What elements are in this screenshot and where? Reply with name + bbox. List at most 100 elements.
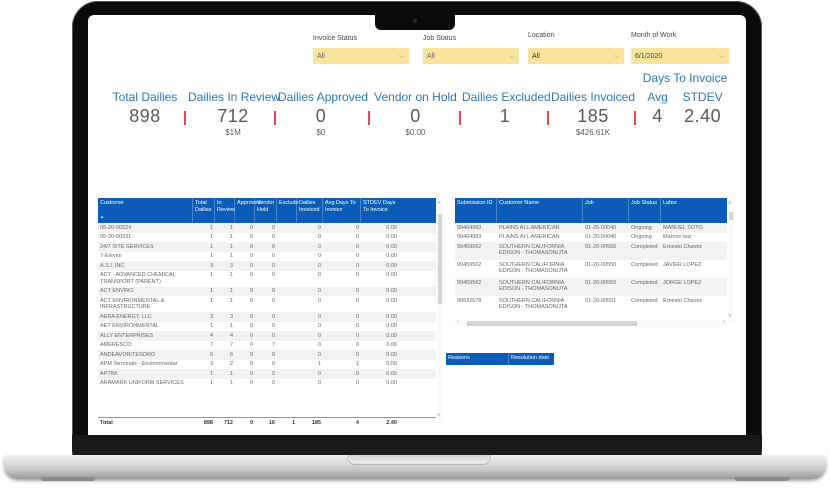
column-header[interactable]: Exclude xyxy=(277,198,299,223)
table-cell: 0.00 xyxy=(386,361,397,367)
table-cell: 0 xyxy=(271,288,275,294)
table-row[interactable]: AERA ENERGY, LLC 3 3 0 0 0 0 0.00 xyxy=(98,312,436,322)
table-cell: 0 xyxy=(249,380,253,386)
invoice-status-dropdown[interactable]: All ⌵ xyxy=(313,48,409,64)
kpi-title: Total Dailies xyxy=(112,90,178,104)
table-row[interactable]: 99459562 SOUTHERN CALIFORNIA EDISON - THO… xyxy=(455,260,727,278)
column-header[interactable]: Customer Name xyxy=(497,198,583,223)
table-row[interactable]: ACT - ADVANCED CHEMICAL TRANSPORT (PAREN… xyxy=(98,271,436,287)
table-cell: 99464983 xyxy=(457,224,482,231)
column-header[interactable]: Job Status xyxy=(629,198,661,223)
table-cell: 0 xyxy=(355,234,359,240)
table-cell: 0 xyxy=(249,253,253,259)
table-row[interactable]: 99459562 SOUTHERN CALIFORNIA EDISON - THO… xyxy=(455,242,727,260)
table-cell: 0.00 xyxy=(386,297,397,304)
column-header[interactable]: Submission ID xyxy=(455,198,497,223)
table-row[interactable]: ACT ENVIRO 1 1 0 0 0 0 0.00 xyxy=(98,286,436,297)
table-cell: 0 xyxy=(355,342,359,348)
table-cell: 0 xyxy=(249,243,253,250)
stdev-label: STDEV xyxy=(682,90,723,104)
column-header[interactable]: Job xyxy=(583,198,629,223)
table-cell: 0 xyxy=(355,262,359,269)
table-row[interactable]: 05-20-00324 1 1 0 0 0 0 0.00 xyxy=(98,223,436,233)
column-header[interactable]: STDEV Days To Invoice xyxy=(363,200,396,213)
table-row[interactable]: 05-20-00331 1 1 0 0 0 0 0.00 xyxy=(98,233,436,243)
submission-table-hscrollbar[interactable]: ‹ › xyxy=(455,319,727,327)
avg-label: Avg xyxy=(647,90,668,104)
month-of-work-dropdown[interactable]: 6/1/2020 ⌵ xyxy=(631,48,729,64)
column-header[interactable]: Vendor Hold xyxy=(255,198,277,223)
table-row[interactable]: APM Terminals - Environmental 3 2 0 0 1 1 0.00 xyxy=(98,360,436,370)
scroll-up-icon[interactable]: ˄ xyxy=(437,201,441,207)
table-row[interactable]: 24/7 SITE SERVICES 1 1 0 0 0 0 0.00 xyxy=(98,242,436,252)
submission-table-scrollbar[interactable]: ˄ ˅ xyxy=(728,198,734,323)
table-cell: AMERESCO xyxy=(100,342,132,348)
scroll-down-icon[interactable]: ˅ xyxy=(728,314,732,320)
table-cell xyxy=(277,287,297,297)
table-row[interactable]: ARAMARK UNIFORM SERVICES 1 1 0 0 0 0 0.00 xyxy=(98,379,436,389)
table-cell: 0 xyxy=(317,342,321,348)
table-cell: 1 xyxy=(229,297,233,304)
table-row[interactable]: APTIM 1 1 0 0 0 0 0.00 xyxy=(98,369,436,379)
table-cell: 0 xyxy=(271,224,275,231)
scroll-up-icon[interactable]: ˄ xyxy=(728,201,732,207)
table-cell: APTIM xyxy=(100,370,117,377)
scroll-left-icon[interactable]: ‹ xyxy=(457,319,459,325)
table-body: 05-20-00324 1 1 0 0 0 0 0.00 05-20-00331 1 1 0 0 0 0 0.… xyxy=(98,223,436,388)
table-cell: 0.00 xyxy=(386,288,397,294)
table-row[interactable]: A.S.I.,INC 3 3 0 0 0 0 0.00 xyxy=(98,261,436,271)
location-dropdown[interactable]: All ⌵ xyxy=(528,48,624,64)
table-row[interactable]: ACT ENVIRONMENTAL & INFRASTRUCTURE 1 1 0 0 0 0… xyxy=(98,296,436,312)
table-total-row: Total 898 712 0 16 1 185 4 2.40 xyxy=(98,417,436,428)
table-row[interactable]: ALLY ENTERPRISES 4 4 0 0 0 0 0.00 xyxy=(98,331,436,341)
column-header[interactable]: Approved xyxy=(235,198,261,223)
table-cell xyxy=(277,322,297,332)
table-row[interactable]: 99459562 SOUTHERN CALIFORNIA EDISON - THO… xyxy=(455,278,727,296)
table-cell: ACT ENVIRO xyxy=(100,288,134,294)
table-cell: 0 xyxy=(249,224,253,231)
column-header[interactable]: Total Dailies xyxy=(193,198,215,223)
table-cell: 0 xyxy=(355,224,359,231)
kpi-value: 712 xyxy=(217,106,249,126)
column-header[interactable]: Avg Days To Invoice xyxy=(323,198,361,223)
table-cell: 0.00 xyxy=(386,243,397,250)
table-cell: Ongoing xyxy=(631,234,652,240)
job-status-dropdown[interactable]: All ⌵ xyxy=(423,48,519,64)
kpi-subvalue: $1M xyxy=(225,128,241,137)
table-row[interactable]: ANDEAVOR/TESORO 6 6 0 0 0 0 0.00 xyxy=(98,350,436,360)
column-header[interactable]: Resolution date xyxy=(511,355,550,361)
kpi-subvalue: $426.61K xyxy=(575,128,611,137)
table-cell: 0 xyxy=(271,234,275,240)
table-header: Submission ID Customer Name Job Job Status L… xyxy=(455,198,727,223)
customer-table-scrollbar[interactable]: ˄ ˅ xyxy=(437,198,443,423)
table-cell: 1 xyxy=(229,370,233,377)
column-header[interactable]: Labor xyxy=(663,200,678,206)
table-row[interactable]: 99464983 PLAINS ALL AMERICAN 01-20-00040 On… xyxy=(455,223,727,233)
chevron-down-icon: ⌵ xyxy=(613,51,620,60)
kpi-value: 0 xyxy=(410,106,421,126)
column-header[interactable]: Dailies Invoiced xyxy=(297,198,323,223)
table-row[interactable]: AET ENVIRONMENTAL 1 1 0 0 0 0 0.00 xyxy=(98,322,436,332)
table-row[interactable]: 99464983 PLAINS ALL AMERICAN 01-20-00040 On… xyxy=(455,233,727,243)
scrollbar-thumb[interactable] xyxy=(467,321,637,326)
scrollbar-thumb[interactable] xyxy=(729,212,733,220)
kpi-separator xyxy=(184,111,186,125)
column-header[interactable]: Reasons xyxy=(446,353,509,365)
table-row[interactable]: AMERESCO 7 7 0 7 0 0 0.00 xyxy=(98,341,436,351)
table-cell: 1 xyxy=(317,361,321,367)
table-cell: 0.00 xyxy=(386,262,397,269)
table-cell xyxy=(277,242,297,252)
column-header[interactable]: Customer ▲ xyxy=(98,198,193,223)
column-header[interactable]: In Review xyxy=(215,198,235,223)
table-row[interactable]: 99532678 SOUTHERN CALIFORNIA EDISON - THO… xyxy=(455,296,727,314)
table-cell: 0 xyxy=(249,361,253,367)
dropdown-value: All xyxy=(532,52,540,60)
kpi-dailies-approved: Dailies Approved 0 $0 xyxy=(278,90,369,137)
table-cell: 0.00 xyxy=(386,351,397,358)
scrollbar-thumb[interactable] xyxy=(438,214,442,304)
table-cell: MANUEL SOTO xyxy=(663,224,703,231)
kpi-title: Dailies Approved xyxy=(278,90,369,104)
scroll-down-icon[interactable]: ˅ xyxy=(437,413,441,419)
scroll-right-icon[interactable]: › xyxy=(723,319,725,325)
table-row[interactable]: 7-Eleven 1 1 0 0 0 0 0.00 xyxy=(98,252,436,262)
